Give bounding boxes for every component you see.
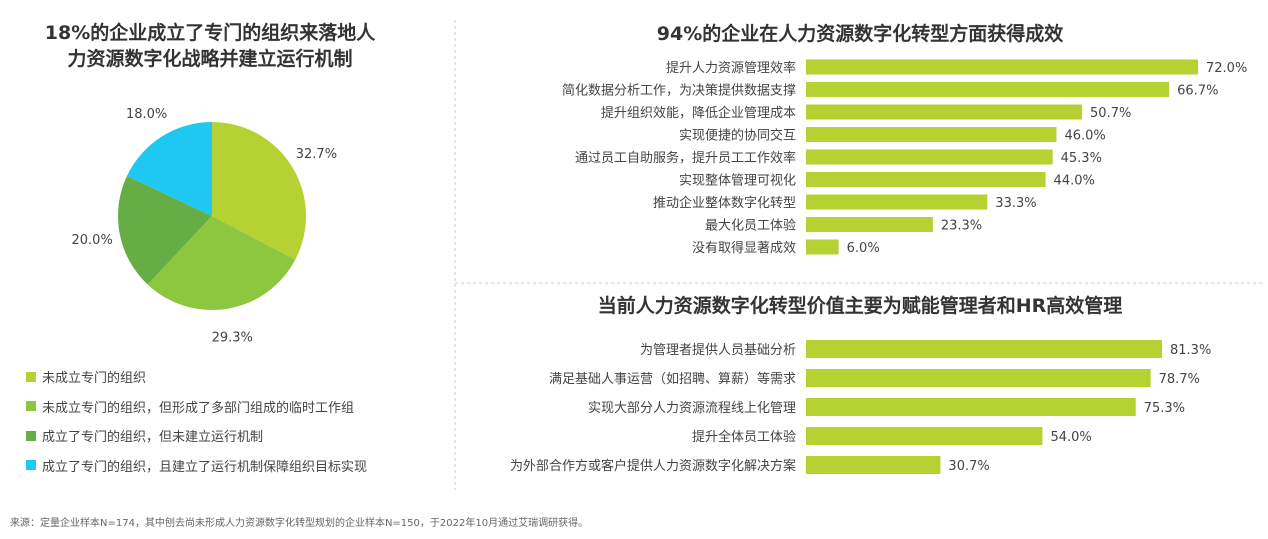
bar (806, 172, 1046, 187)
bar (806, 398, 1136, 416)
bar-category-label: 通过员工自助服务，提升员工工作效率 (575, 150, 796, 166)
legend-label: 未成立专门的组织，但形成了多部门组成的临时工作组 (42, 400, 355, 416)
bar-value-label: 66.7% (1177, 84, 1218, 99)
bar (806, 104, 1083, 120)
legend-swatch (26, 371, 36, 382)
legend-label: 成立了专门的组织，但未建立运行机制 (42, 430, 264, 446)
bar (806, 127, 1057, 142)
pie-title-line-1: 18%的企业成立了专门的组织来落地人 (44, 22, 376, 44)
bar (806, 456, 941, 474)
pie-slice (126, 122, 212, 216)
bar (806, 194, 988, 210)
bar (806, 340, 1162, 358)
bar-value-label: 72.0% (1206, 61, 1247, 76)
bar (806, 59, 1198, 75)
legend-item: 成立了专门的组织，且建立了运行机制保障组织目标实现 (26, 451, 367, 481)
bar-value-label: 33.3% (995, 196, 1036, 211)
bar (806, 82, 1170, 97)
bar (806, 217, 933, 232)
pie-slice (117, 175, 212, 285)
bar-value-label: 54.0% (1050, 430, 1091, 445)
pie-slice (212, 122, 306, 260)
source-note: 来源：定量企业样本N=174，其中刨去尚未形成人力资源数字化转型规划的企业样本N… (10, 518, 589, 529)
bar (806, 427, 1043, 445)
legend-item: 未成立专门的组织 (26, 362, 367, 392)
bar (806, 149, 1053, 165)
bar-category-label: 实现大部分人力资源流程线上化管理 (588, 401, 796, 416)
legend-item: 成立了专门的组织，但未建立运行机制 (26, 421, 367, 451)
pie-data-label: 32.7% (296, 147, 337, 162)
pie-title-line-2: 力资源数字化战略并建立运行机制 (67, 48, 353, 70)
legend-item: 未成立专门的组织，但形成了多部门组成的临时工作组 (26, 392, 367, 422)
bar-category-label: 实现便捷的协同交互 (679, 128, 796, 144)
bar-value-label: 44.0% (1054, 174, 1095, 189)
bar-chart-1-title: 94%的企业在人力资源数字化转型方面获得成效 (656, 23, 1064, 45)
bar-value-label: 50.7% (1090, 106, 1131, 121)
pie-data-label: 29.3% (212, 330, 253, 345)
bar-category-label: 没有取得显著成效 (692, 240, 796, 256)
bar-value-label: 30.7% (948, 459, 989, 474)
bar-value-label: 75.3% (1144, 401, 1185, 416)
legend-swatch (26, 460, 36, 471)
bar-value-label: 23.3% (941, 219, 982, 234)
bar-category-label: 满足基础人事运营（如招聘、算薪）等需求 (549, 371, 796, 387)
bar-chart-2-title: 当前人力资源数字化转型价值主要为赋能管理者和HR高效管理 (597, 295, 1123, 317)
legend-label: 成立了专门的组织，且建立了运行机制保障组织目标实现 (42, 459, 368, 475)
bar (806, 239, 839, 255)
bar-category-label: 提升组织效能，降低企业管理成本 (601, 105, 796, 121)
bar-category-label: 简化数据分析工作，为决策提供数据支撑 (562, 83, 796, 99)
legend-label: 未成立专门的组织 (42, 371, 147, 387)
bar-category-label: 提升全体员工体验 (692, 429, 796, 445)
pie-title: 18%的企业成立了专门的组织来落地人 力资源数字化战略并建立运行机制 (10, 20, 410, 72)
legend-swatch (26, 430, 36, 441)
pie-data-label: 18.0% (126, 107, 167, 122)
bar-category-label: 实现整体管理可视化 (679, 174, 796, 189)
bar-category-label: 推动企业整体数字化转型 (653, 195, 796, 211)
pie-data-label: 20.0% (72, 233, 113, 248)
bar (806, 369, 1151, 387)
pie-slice (147, 216, 296, 310)
bar-value-label: 6.0% (847, 241, 880, 256)
bar-value-label: 46.0% (1064, 129, 1105, 144)
bar-category-label: 最大化员工体验 (705, 218, 796, 234)
bar-category-label: 为管理者提供人员基础分析 (640, 342, 796, 358)
bar-category-label: 为外部合作方或客户提供人力资源数字化解决方案 (510, 458, 796, 474)
bar-category-label: 提升人力资源管理效率 (666, 60, 796, 76)
bar-value-label: 45.3% (1061, 151, 1102, 166)
legend-swatch (26, 401, 36, 412)
bar-value-label: 81.3% (1170, 343, 1211, 358)
pie-legend: 未成立专门的组织未成立专门的组织，但形成了多部门组成的临时工作组 成立了专门的组织… (26, 362, 367, 480)
bar-value-label: 78.7% (1159, 372, 1200, 387)
